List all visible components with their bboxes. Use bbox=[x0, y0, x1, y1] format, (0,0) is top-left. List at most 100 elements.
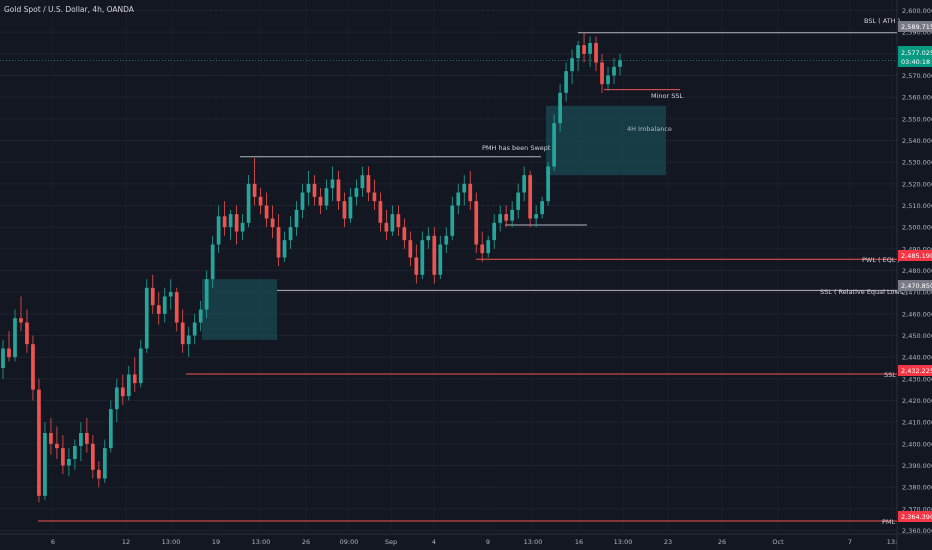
candle bbox=[492, 214, 497, 249]
candle bbox=[516, 183, 521, 219]
candle-body bbox=[408, 240, 413, 258]
price-tag-pml: 2,364.390 bbox=[898, 511, 932, 522]
y-tick-label: 2,460.000 bbox=[902, 310, 932, 318]
candle-body bbox=[96, 469, 101, 479]
candle bbox=[240, 214, 245, 241]
candle-body bbox=[246, 183, 251, 223]
candle bbox=[546, 162, 550, 206]
candle bbox=[570, 49, 574, 85]
y-tick-label: 2,390.000 bbox=[902, 462, 932, 470]
candle bbox=[264, 192, 269, 228]
candle bbox=[234, 205, 239, 245]
candle-body bbox=[240, 222, 245, 232]
candle-body bbox=[55, 443, 59, 449]
candle-body bbox=[462, 183, 467, 193]
candle bbox=[7, 331, 11, 362]
candle-body bbox=[402, 227, 407, 241]
candle bbox=[55, 426, 59, 459]
candle bbox=[67, 448, 71, 477]
candle bbox=[252, 157, 257, 206]
y-tick-label: 2,520.000 bbox=[902, 180, 932, 188]
imbalance-zone bbox=[546, 105, 666, 176]
candle-body bbox=[468, 183, 473, 202]
x-tick-label: Oct bbox=[772, 538, 784, 546]
candle-body bbox=[612, 66, 616, 76]
y-tick-label: 2,410.000 bbox=[902, 419, 932, 427]
candle-body bbox=[126, 374, 131, 397]
y-tick-label: 2,400.000 bbox=[902, 440, 932, 448]
candle bbox=[594, 36, 598, 72]
candle bbox=[168, 279, 173, 310]
candle-body bbox=[486, 240, 491, 254]
candle-body bbox=[606, 75, 610, 85]
y-tick-label: 2,480.000 bbox=[902, 267, 932, 275]
y-tick-label: 2,530.000 bbox=[902, 159, 932, 167]
candle bbox=[612, 58, 616, 85]
candle-body bbox=[37, 389, 41, 496]
candle-body bbox=[366, 175, 371, 193]
candle-body bbox=[522, 175, 527, 193]
candle bbox=[132, 357, 137, 392]
candle bbox=[162, 287, 167, 323]
price-tag-bsl: 2,589.715 bbox=[898, 21, 932, 32]
candle-body bbox=[114, 387, 119, 410]
candle-body bbox=[228, 214, 233, 228]
candle bbox=[90, 435, 95, 479]
candle-body bbox=[156, 305, 161, 314]
candle-body bbox=[162, 296, 167, 314]
y-tick-label: 2,470.000 bbox=[902, 289, 932, 297]
price-tag-ssl-eq: 2,470.850 bbox=[898, 280, 932, 291]
candle bbox=[378, 192, 383, 232]
candle-body bbox=[192, 322, 197, 336]
candle bbox=[468, 170, 473, 210]
pwl-label: PWL ( EQL ) bbox=[862, 256, 900, 264]
candle-body bbox=[138, 348, 143, 384]
candle-body bbox=[420, 240, 425, 275]
candle bbox=[456, 183, 461, 215]
candle bbox=[294, 201, 299, 236]
candle bbox=[282, 231, 287, 262]
candle bbox=[120, 374, 125, 405]
x-tick-label: 12 bbox=[122, 538, 130, 546]
x-tick-label: 26 bbox=[718, 538, 726, 546]
candle bbox=[528, 170, 533, 228]
y-tick-label: 2,550.000 bbox=[902, 115, 932, 123]
candle-body bbox=[450, 205, 455, 236]
candle bbox=[79, 422, 83, 462]
candle-body bbox=[600, 62, 604, 85]
x-tick-label: 09:00 bbox=[340, 538, 359, 546]
svg-text:03:40:18: 03:40:18 bbox=[901, 58, 930, 66]
candle-body bbox=[492, 222, 497, 241]
pml-label: PML bbox=[882, 518, 896, 526]
time-axis[interactable]: 6 12 13:00 19 13:00 26 09:00 Sep 4 9 13:00 16 13:00 2… bbox=[51, 538, 897, 546]
candle bbox=[522, 166, 527, 202]
price-tag-pwl: 2,485.190 bbox=[898, 250, 932, 261]
candle bbox=[216, 205, 221, 254]
candle-body bbox=[102, 448, 107, 479]
candle-body bbox=[324, 188, 329, 206]
candle bbox=[258, 188, 263, 215]
candle bbox=[462, 175, 467, 206]
candle bbox=[19, 296, 23, 332]
candle bbox=[348, 188, 353, 223]
candle bbox=[13, 309, 17, 362]
candle-body bbox=[456, 192, 461, 206]
candle bbox=[1, 339, 5, 379]
price-tag-ssl: 2,432.225 bbox=[898, 365, 932, 376]
svg-text:2,432.225: 2,432.225 bbox=[901, 367, 932, 375]
candle-body bbox=[318, 196, 323, 206]
candle-body bbox=[90, 443, 95, 470]
candle-body bbox=[13, 318, 17, 358]
chart-title: Gold Spot / U.S. Dollar, 4h, OANDA bbox=[4, 5, 135, 14]
candle bbox=[414, 244, 419, 284]
candle bbox=[384, 209, 389, 241]
candle-body bbox=[558, 92, 562, 124]
svg-text:2,577.025: 2,577.025 bbox=[901, 49, 932, 57]
ssl-eq-label: SSL ( Relative Equal Lows ) bbox=[820, 288, 908, 296]
candle-body bbox=[120, 387, 125, 397]
candle bbox=[354, 179, 359, 206]
candle bbox=[144, 279, 149, 353]
svg-text:2,589.715: 2,589.715 bbox=[901, 23, 932, 31]
candle bbox=[198, 300, 203, 332]
